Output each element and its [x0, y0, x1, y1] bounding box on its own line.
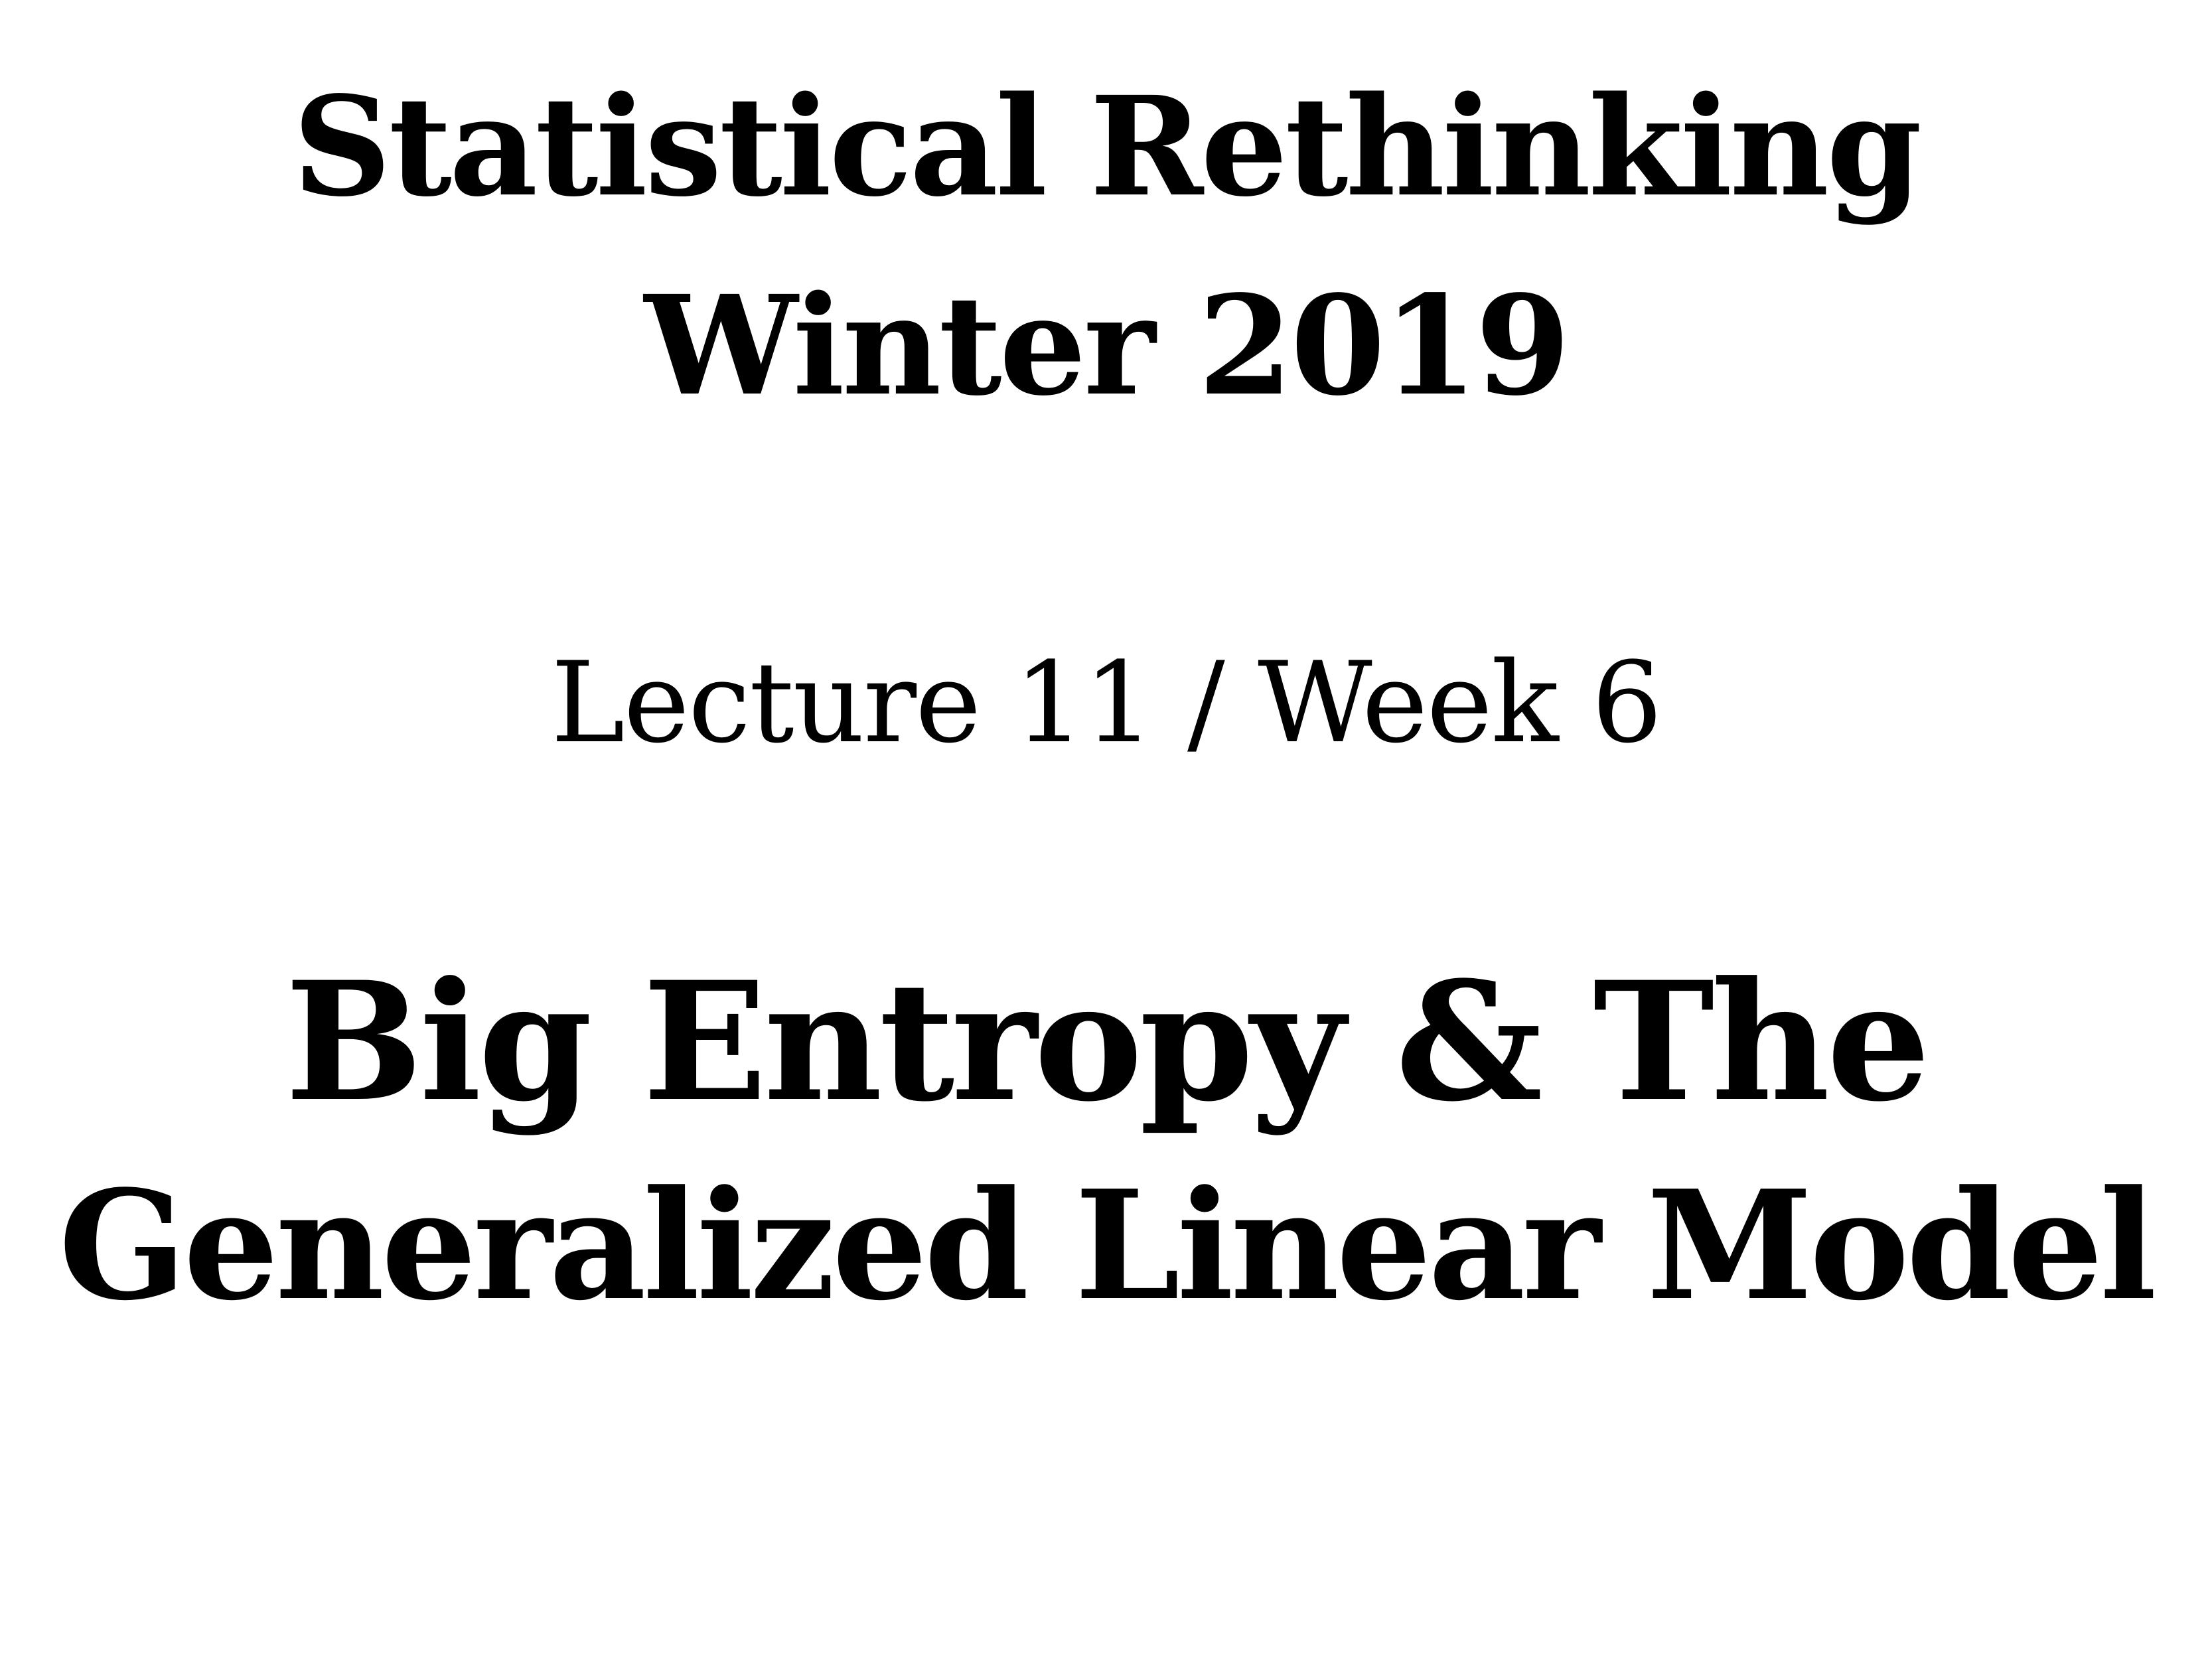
lecture-topic-line-2: Generalized Linear Model	[58, 1158, 2157, 1334]
term-label: Winter 2019	[644, 265, 1571, 426]
lecture-topic-line-1: Big Entropy & The	[285, 946, 1930, 1138]
course-title: Statistical Rethinking	[292, 66, 1922, 227]
lecture-label: Lecture 11 / Week 6	[550, 638, 1662, 768]
